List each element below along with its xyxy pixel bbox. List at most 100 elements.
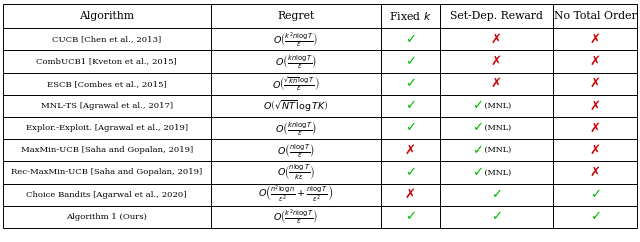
Bar — [440, 51, 553, 73]
Bar — [381, 161, 440, 184]
Bar — [440, 184, 553, 206]
Text: No Total Order: No Total Order — [554, 11, 637, 21]
Text: Choice Bandits [Agarwal et al., 2020]: Choice Bandits [Agarwal et al., 2020] — [26, 191, 187, 199]
Text: (MNL): (MNL) — [482, 124, 511, 132]
Bar — [381, 117, 440, 139]
Bar — [381, 28, 440, 51]
Text: ✗: ✗ — [491, 77, 502, 90]
Bar — [211, 206, 381, 228]
Text: (MNL): (MNL) — [482, 102, 511, 110]
Text: ✗: ✗ — [589, 144, 601, 157]
Text: $O\left(\sqrt{NT}\log TK\right)$: $O\left(\sqrt{NT}\log TK\right)$ — [263, 98, 329, 113]
Bar — [553, 117, 637, 139]
Bar — [211, 184, 381, 206]
Bar — [211, 51, 381, 73]
Text: Algorithm: Algorithm — [79, 11, 134, 21]
Text: $O\left(\frac{k^2n\log T}{\epsilon}\right)$: $O\left(\frac{k^2n\log T}{\epsilon}\righ… — [273, 207, 319, 226]
Bar — [3, 28, 211, 51]
Text: ✓: ✓ — [405, 55, 416, 68]
Text: ✓: ✓ — [491, 188, 502, 201]
Bar — [440, 73, 553, 95]
Text: ✓: ✓ — [405, 99, 416, 113]
Bar — [440, 28, 553, 51]
Bar — [211, 117, 381, 139]
Bar — [440, 95, 553, 117]
Text: $O\left(\frac{n^2\log n}{\epsilon^2}+\frac{n\log T}{\epsilon^2}\right)$: $O\left(\frac{n^2\log n}{\epsilon^2}+\fr… — [259, 184, 333, 205]
Text: ✗: ✗ — [589, 77, 601, 90]
Text: Explor.-Exploit. [Agrawal et al., 2019]: Explor.-Exploit. [Agrawal et al., 2019] — [26, 124, 188, 132]
Text: ✓: ✓ — [405, 210, 416, 223]
Bar — [381, 51, 440, 73]
Bar — [381, 139, 440, 161]
Bar — [3, 206, 211, 228]
Bar — [381, 184, 440, 206]
Text: Rec-MaxMin-UCB [Saha and Gopalan, 2019]: Rec-MaxMin-UCB [Saha and Gopalan, 2019] — [11, 168, 202, 176]
Bar — [211, 161, 381, 184]
Bar — [211, 139, 381, 161]
Text: $O\left(\frac{k^2n\log T}{\epsilon}\right)$: $O\left(\frac{k^2n\log T}{\epsilon}\righ… — [273, 30, 319, 49]
Text: ✓: ✓ — [491, 210, 502, 223]
Bar — [381, 206, 440, 228]
Bar — [553, 73, 637, 95]
Bar — [553, 51, 637, 73]
Bar — [553, 4, 637, 28]
Bar — [381, 95, 440, 117]
Text: ✗: ✗ — [589, 55, 601, 68]
Bar — [553, 28, 637, 51]
Text: ✓: ✓ — [472, 99, 483, 113]
Bar — [3, 139, 211, 161]
Bar — [3, 4, 211, 28]
Text: ✗: ✗ — [589, 121, 601, 135]
Bar — [211, 95, 381, 117]
Bar — [553, 139, 637, 161]
Bar — [553, 184, 637, 206]
Text: ✓: ✓ — [405, 166, 416, 179]
Bar — [3, 184, 211, 206]
Text: ESCB [Combes et al., 2015]: ESCB [Combes et al., 2015] — [47, 80, 166, 88]
Bar — [440, 4, 553, 28]
Bar — [553, 206, 637, 228]
Bar — [440, 161, 553, 184]
Bar — [211, 4, 381, 28]
Text: MNL-TS [Agrawal et al., 2017]: MNL-TS [Agrawal et al., 2017] — [40, 102, 173, 110]
Bar — [3, 117, 211, 139]
Text: ✗: ✗ — [491, 55, 502, 68]
Text: ✓: ✓ — [472, 121, 483, 135]
Text: ✗: ✗ — [589, 99, 601, 113]
Text: CombUCB1 [Kveton et al., 2015]: CombUCB1 [Kveton et al., 2015] — [36, 58, 177, 66]
Text: MaxMin-UCB [Saha and Gopalan, 2019]: MaxMin-UCB [Saha and Gopalan, 2019] — [20, 146, 193, 154]
Bar — [553, 95, 637, 117]
Bar — [3, 95, 211, 117]
Text: Algorithm 1 (Ours): Algorithm 1 (Ours) — [66, 213, 147, 221]
Text: CUCB [Chen et al., 2013]: CUCB [Chen et al., 2013] — [52, 35, 161, 43]
Text: ✓: ✓ — [472, 166, 483, 179]
Text: ✓: ✓ — [405, 77, 416, 90]
Text: ✓: ✓ — [589, 210, 601, 223]
Text: Fixed $k$: Fixed $k$ — [389, 10, 432, 22]
Bar — [211, 28, 381, 51]
Bar — [381, 73, 440, 95]
Text: Set-Dep. Reward: Set-Dep. Reward — [450, 11, 543, 21]
Text: $O\left(\frac{kn\log T}{\epsilon}\right)$: $O\left(\frac{kn\log T}{\epsilon}\right)… — [275, 53, 317, 70]
Bar — [440, 117, 553, 139]
Bar — [3, 73, 211, 95]
Text: ✓: ✓ — [472, 144, 483, 157]
Bar — [211, 73, 381, 95]
Text: ✗: ✗ — [405, 188, 416, 201]
Text: ✓: ✓ — [405, 121, 416, 135]
Text: (MNL): (MNL) — [482, 146, 511, 154]
Text: Regret: Regret — [277, 11, 314, 21]
Bar — [553, 161, 637, 184]
Text: ✗: ✗ — [589, 166, 601, 179]
Bar — [3, 51, 211, 73]
Text: $O\left(\frac{n\log T}{\epsilon}\right)$: $O\left(\frac{n\log T}{\epsilon}\right)$ — [277, 142, 315, 159]
Bar — [381, 4, 440, 28]
Text: ✓: ✓ — [405, 33, 416, 46]
Text: $O\left(\frac{\sqrt{kn}\log T}{\epsilon}\right)$: $O\left(\frac{\sqrt{kn}\log T}{\epsilon}… — [272, 75, 319, 93]
Text: ✗: ✗ — [589, 33, 601, 46]
Bar — [440, 206, 553, 228]
Text: ✗: ✗ — [405, 144, 416, 157]
Bar — [440, 139, 553, 161]
Text: ✓: ✓ — [589, 188, 601, 201]
Bar — [3, 161, 211, 184]
